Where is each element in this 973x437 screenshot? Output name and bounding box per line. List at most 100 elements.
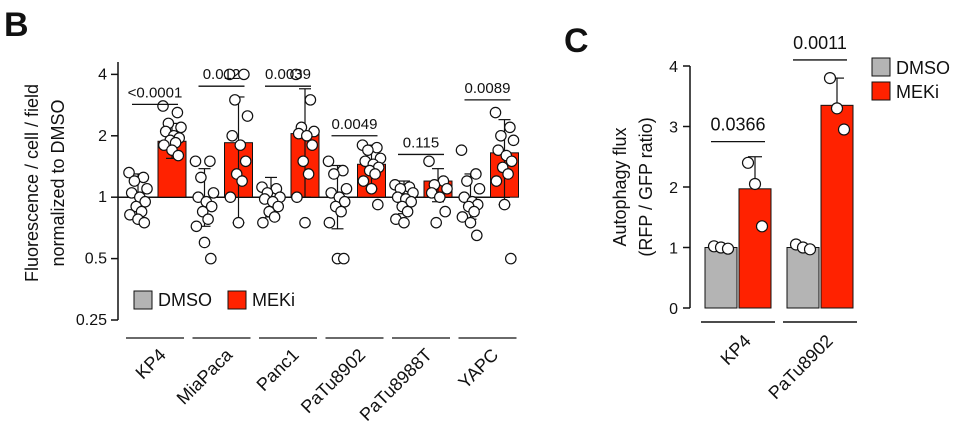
b-data-point [226, 129, 238, 142]
b-data-point [195, 171, 207, 184]
b-data-point [328, 168, 340, 180]
b-pvalue-label: 0.115 [403, 134, 439, 151]
b-category-label: PaTu8902 [297, 345, 369, 417]
b-data-point [398, 216, 410, 229]
b-data-point [507, 134, 520, 147]
b-data-point [455, 144, 468, 156]
b-data-point [473, 182, 486, 195]
b-data-point [489, 106, 502, 119]
b-y-axis-title-line2: normalized to DMSO [48, 99, 68, 266]
b-legend-swatch-dmso [133, 290, 153, 310]
b-data-point [464, 216, 477, 229]
b-data-point [141, 182, 153, 195]
b-data-point [439, 205, 451, 218]
b-data-point [502, 168, 514, 180]
c-y-tick-label: 0 [669, 301, 678, 318]
b-pvalue-label: 0.0089 [465, 80, 511, 97]
panel-b-letter: B [4, 6, 29, 44]
b-y-tick-label: 2 [98, 128, 107, 145]
b-data-point [299, 216, 311, 229]
b-y-axis-title-line1: Fluorescence / cell / field [22, 84, 42, 282]
b-data-point [405, 195, 417, 208]
panel-c-chart: 0 1 2 3 4 Autophagy flux (RFP / GFP ratio) 0.03… [610, 33, 950, 403]
b-y-tick-label: 0.25 [76, 312, 107, 329]
c-y-tick-label: 4 [669, 59, 678, 76]
b-data-point [291, 191, 303, 203]
b-pvalue-label: 0.0049 [332, 116, 378, 133]
b-data-point [505, 155, 518, 168]
b-data-point [175, 121, 187, 134]
panel-c-letter: C [564, 22, 589, 60]
b-data-point [340, 182, 353, 195]
b-category-label: YAPC [454, 345, 502, 393]
b-data-point [202, 213, 214, 226]
b-data-point [157, 100, 169, 112]
b-data-point [123, 166, 135, 179]
b-data-point [441, 182, 453, 195]
b-data-point [306, 139, 318, 151]
c-y-axis-title-line2: (RFP / GFP ratio) [636, 117, 656, 256]
c-bar-dmso [704, 247, 738, 309]
b-data-point [234, 139, 247, 151]
b-data-point [239, 155, 252, 168]
b-data-point [504, 121, 516, 134]
b-data-point [300, 129, 313, 142]
b-data-point [236, 175, 248, 187]
b-category-label: Panc1 [253, 345, 303, 395]
b-data-point [430, 216, 442, 229]
b-data-point [461, 175, 473, 187]
b-data-point [335, 205, 347, 218]
b-data-point [490, 175, 503, 187]
b-data-point [204, 155, 216, 168]
c-legend-swatch-dmso [871, 57, 891, 77]
b-data-point [238, 68, 250, 81]
c-legend-label-meki: MEKi [896, 82, 939, 102]
b-data-point [470, 168, 482, 180]
c-y-axis-title-line1: Autophagy flux [610, 127, 630, 246]
c-data-point [837, 123, 851, 136]
b-data-point [128, 175, 141, 187]
b-data-point [205, 200, 218, 213]
b-pvalue-label: 0.0039 [265, 66, 311, 83]
b-data-point [401, 205, 414, 218]
b-data-point [257, 216, 269, 229]
c-legend-label-dmso: DMSO [896, 58, 950, 78]
panel-b-chart: 0.25 0.5 1 2 4 Fluorescence / cell / field nor… [22, 62, 520, 425]
b-data-point [158, 139, 170, 151]
c-data-point [823, 71, 837, 85]
b-data-point [322, 155, 335, 168]
b-data-point [456, 211, 469, 223]
b-data-point [223, 68, 236, 81]
b-data-point [190, 220, 203, 233]
b-data-point [171, 106, 184, 119]
b-data-point [492, 144, 504, 156]
b-data-point [172, 149, 185, 162]
b-data-point [304, 94, 317, 106]
b-data-point [362, 144, 374, 156]
c-y-tick-label: 3 [669, 120, 678, 137]
b-legend-label-dmso: DMSO [158, 290, 212, 310]
b-data-point [338, 195, 351, 208]
b-category-label: KP4 [132, 345, 170, 383]
b-pvalue-label: 0.012 [203, 66, 241, 83]
b-data-point [205, 252, 217, 265]
c-data-point [748, 177, 762, 191]
b-data-point [268, 211, 281, 223]
b-data-point [138, 216, 151, 229]
c-y-tick-label: 1 [669, 241, 678, 258]
b-category-label: MiaPaca [173, 344, 237, 408]
b-data-point [229, 94, 241, 106]
b-data-point [423, 155, 435, 168]
b-data-point [433, 191, 446, 203]
c-pvalue-label: 0.0366 [710, 115, 765, 135]
b-data-point [241, 110, 254, 122]
c-data-point [755, 220, 769, 233]
c-data-point [741, 156, 755, 169]
c-category-label: KP4 [717, 331, 755, 369]
b-y-tick-label: 0.5 [85, 251, 107, 268]
b-data-point [495, 129, 507, 142]
b-legend-swatch-meki [227, 290, 247, 310]
c-bar-meki [738, 188, 772, 309]
b-data-point [470, 229, 483, 242]
